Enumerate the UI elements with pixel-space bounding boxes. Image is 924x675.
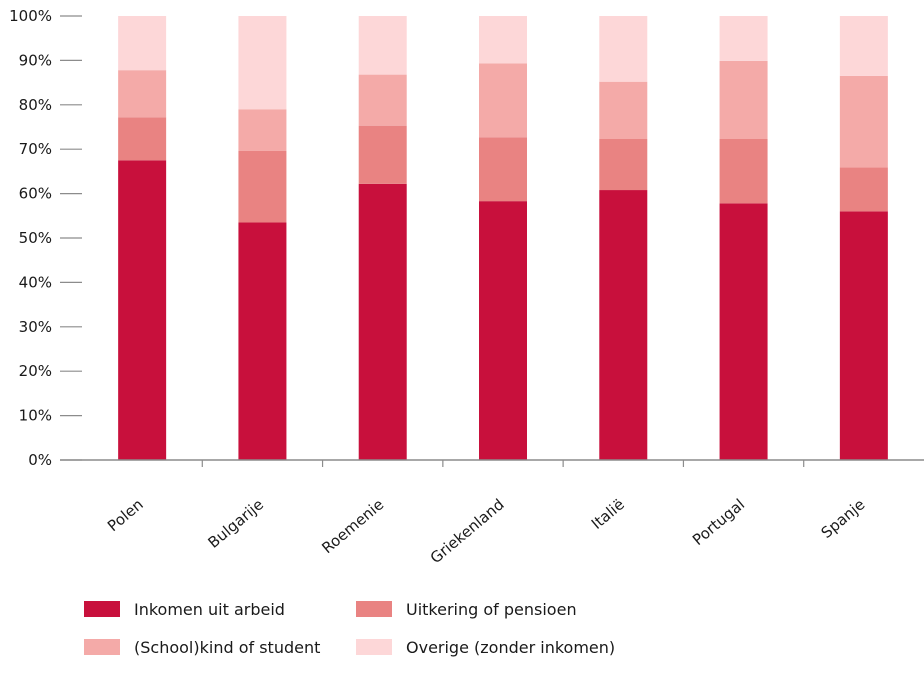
y-tick-label: 10% (19, 407, 52, 425)
legend-label: Uitkering of pensioen (406, 600, 577, 619)
bar-segment (840, 76, 888, 167)
legend-item: Inkomen uit arbeid (84, 600, 285, 619)
legend-label: (School)kind of student (134, 638, 320, 657)
x-tick-label: Roemenie (318, 495, 387, 557)
legend-swatch (84, 601, 120, 617)
y-tick-label: 60% (19, 185, 52, 203)
bar-segment (599, 190, 647, 460)
bar-segment (479, 137, 527, 201)
bar-segment (599, 16, 647, 82)
bar-segment (118, 70, 166, 117)
bar-segment (238, 222, 286, 460)
x-tick-label: Polen (104, 495, 147, 535)
y-tick-label: 40% (19, 273, 52, 291)
x-tick-label: Portugal (689, 495, 748, 549)
bar-segment (479, 201, 527, 460)
legend-item: Uitkering of pensioen (356, 600, 577, 619)
bar-segment (238, 151, 286, 222)
y-tick-label: 0% (28, 451, 52, 469)
y-tick-label: 20% (19, 362, 52, 380)
bar-segment (599, 139, 647, 190)
bar-segment (720, 139, 768, 203)
y-tick-label: 90% (19, 51, 52, 69)
y-axis-ticks: 0% 10% 20% 30% 40% 50% 60% 70% 80% 90% 100% (9, 7, 82, 469)
bar-segment (118, 16, 166, 70)
bar-segment (359, 126, 407, 184)
bars (118, 16, 888, 460)
y-tick-label: 50% (19, 229, 52, 247)
bar-segment (720, 203, 768, 460)
bar-segment (359, 184, 407, 460)
legend-swatch (356, 639, 392, 655)
bar-segment (359, 16, 407, 75)
legend-item: Overige (zonder inkomen) (356, 638, 615, 657)
bar-segment (118, 117, 166, 160)
bar-segment (238, 16, 286, 109)
x-tick-label: Italië (588, 495, 628, 533)
legend: Inkomen uit arbeid (School)kind of studen… (84, 600, 615, 657)
legend-label: Overige (zonder inkomen) (406, 638, 615, 657)
x-tick-label: Bulgarije (205, 495, 267, 551)
y-tick-label: 70% (19, 140, 52, 158)
legend-swatch (84, 639, 120, 655)
bar-segment (599, 82, 647, 139)
y-tick-label: 80% (19, 96, 52, 114)
bar-segment (720, 61, 768, 139)
bar-segment (840, 167, 888, 211)
bar-segment (359, 75, 407, 126)
bar-segment (840, 211, 888, 460)
y-tick-label: 30% (19, 318, 52, 336)
bar-segment (479, 64, 527, 138)
bar-segment (118, 160, 166, 460)
bar-segment (720, 16, 768, 61)
x-axis-category-labels: Polen Bulgarije Roemenie Griekenland Italië P… (104, 495, 868, 567)
legend-item: (School)kind of student (84, 638, 320, 657)
bar-segment (238, 109, 286, 151)
legend-swatch (356, 601, 392, 617)
x-tick-label: Griekenland (427, 495, 508, 567)
x-tick-label: Spanje (818, 495, 869, 542)
legend-label: Inkomen uit arbeid (134, 600, 285, 619)
x-axis (60, 460, 924, 467)
bar-segment (840, 16, 888, 76)
y-tick-label: 100% (9, 7, 52, 25)
bar-segment (479, 16, 527, 64)
